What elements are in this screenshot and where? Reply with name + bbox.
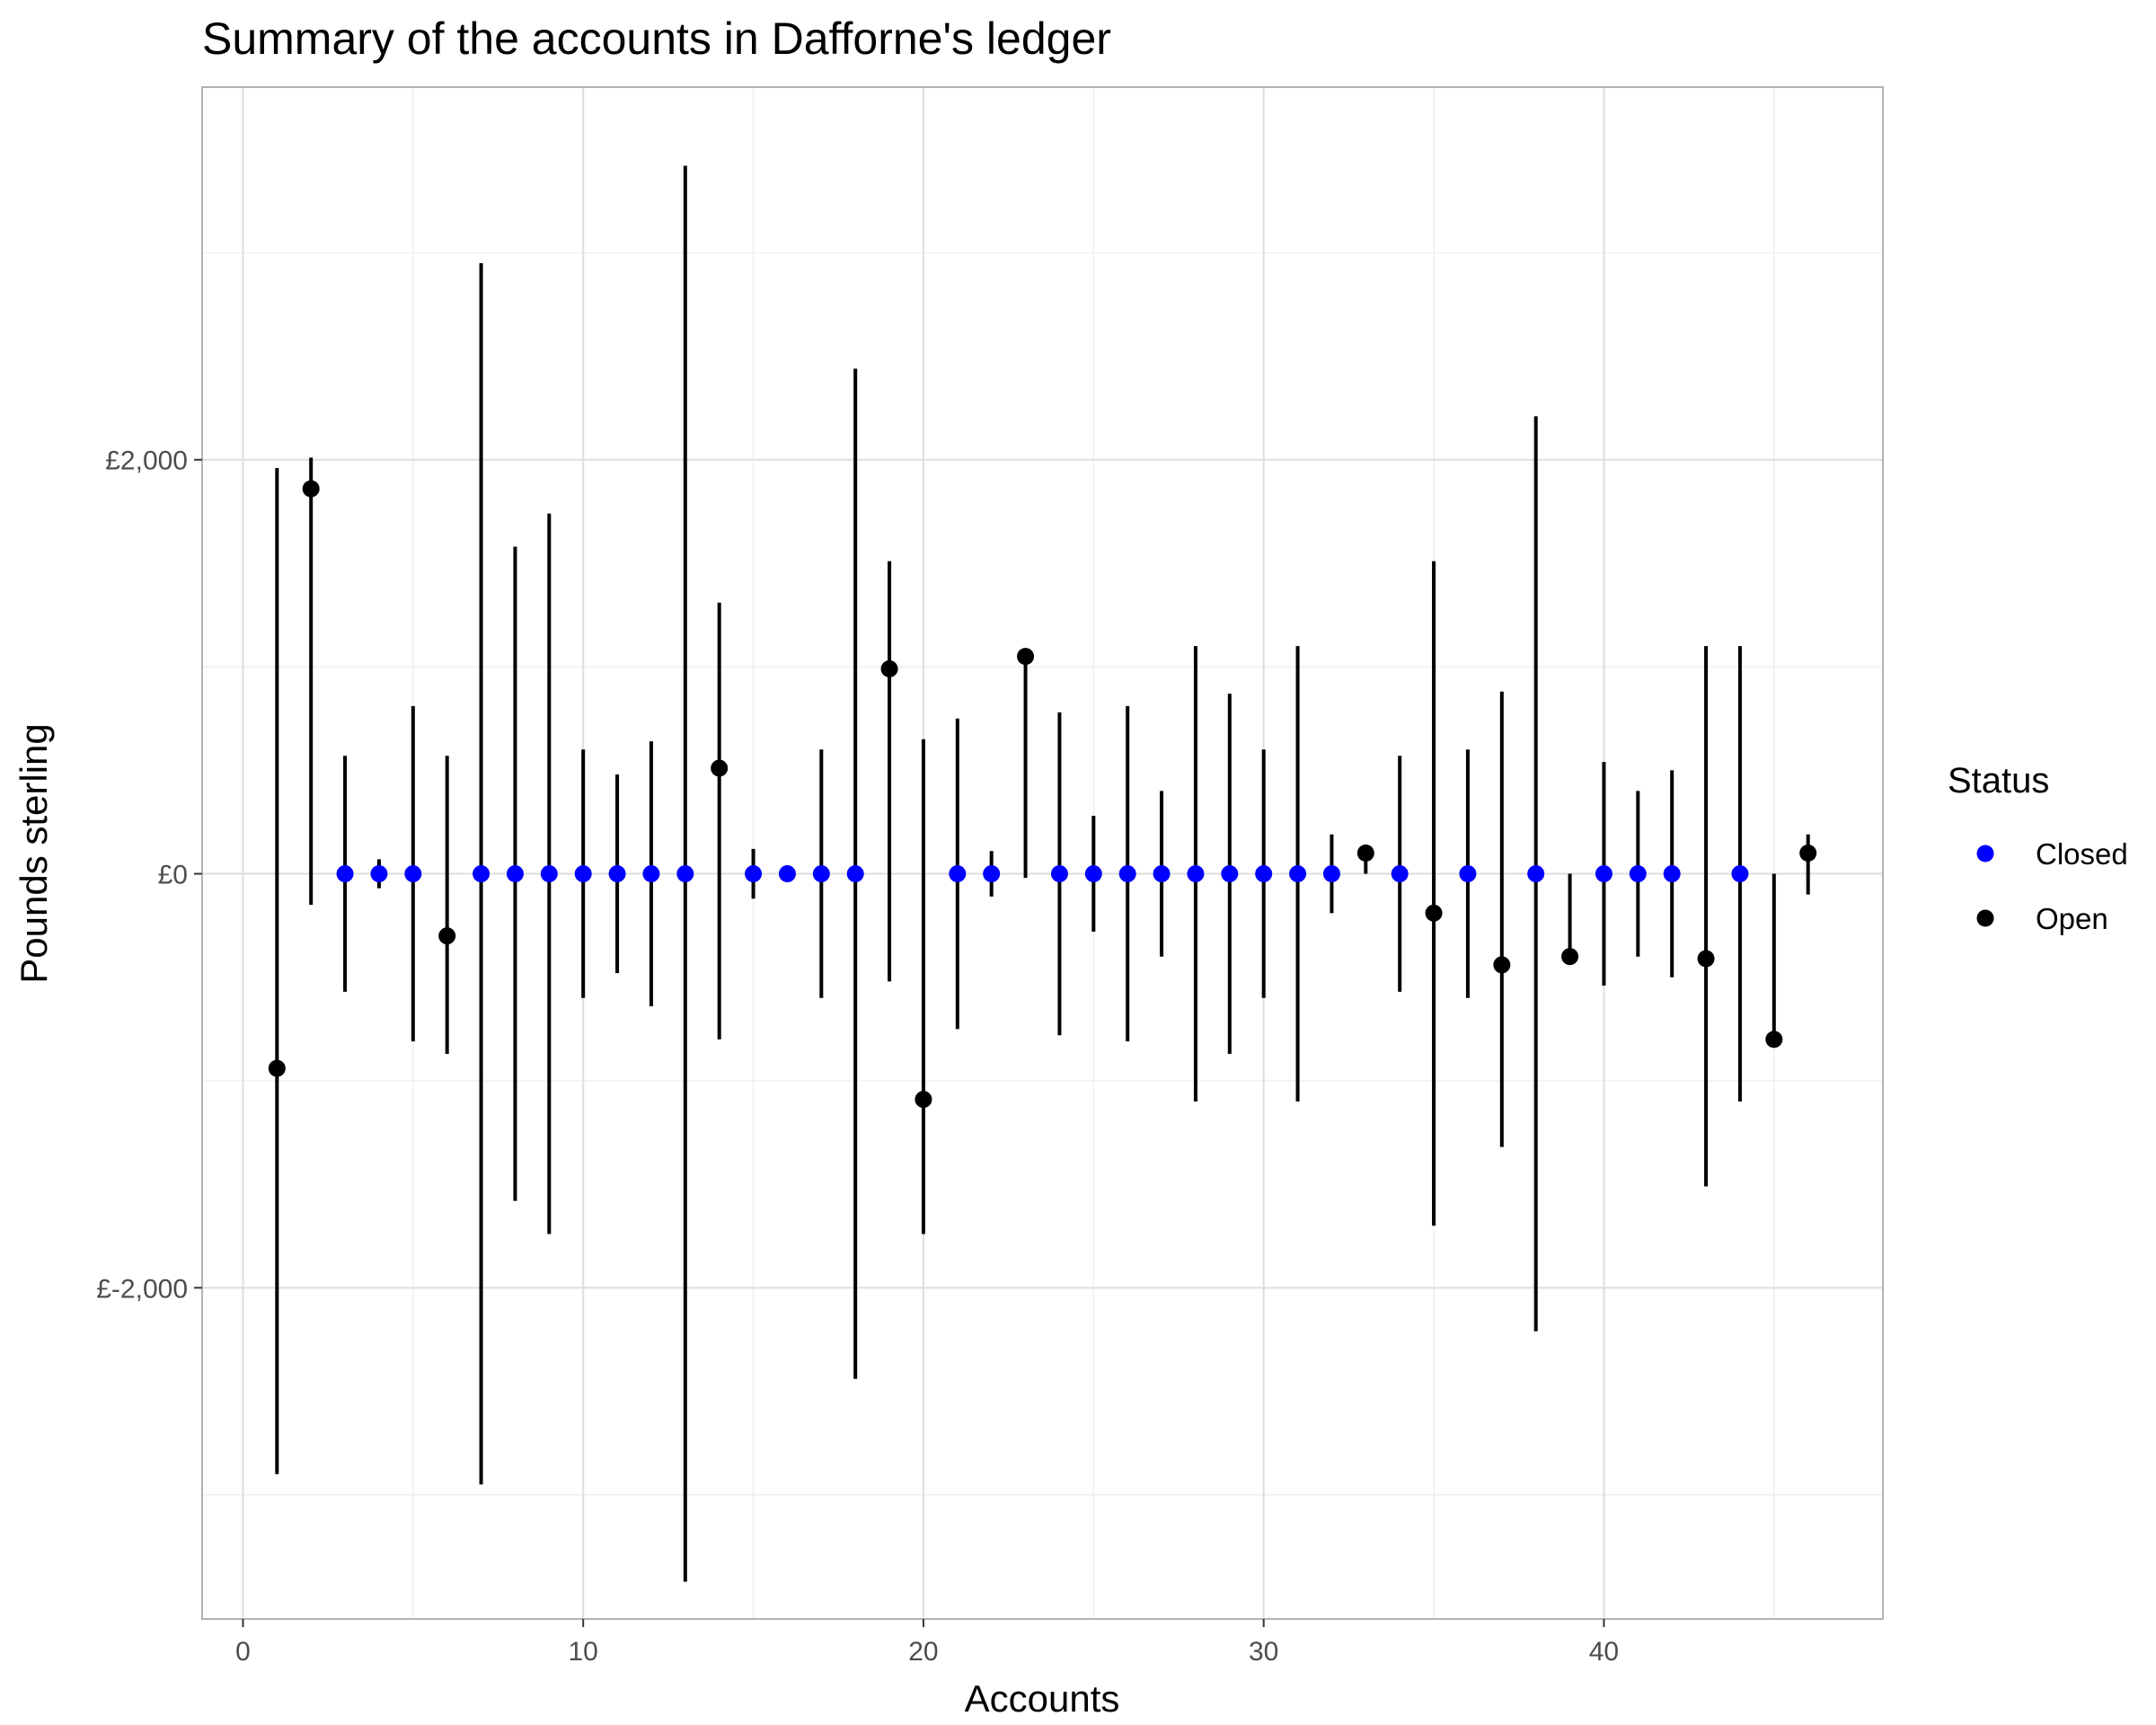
- x-tick-label: 30: [1249, 1637, 1278, 1667]
- data-points: [268, 480, 1817, 1109]
- data-point-closed: [1459, 865, 1477, 883]
- data-point-open: [1561, 948, 1579, 966]
- data-point-closed: [1289, 865, 1307, 883]
- chart-title: Summary of the accounts in Dafforne's le…: [202, 13, 1111, 64]
- data-point-closed: [574, 865, 592, 883]
- data-point-closed: [983, 865, 1001, 883]
- panel-background: [202, 87, 1883, 1619]
- data-point-closed: [949, 865, 967, 883]
- data-point-open: [1799, 845, 1817, 862]
- x-axis-title: Accounts: [965, 1677, 1120, 1720]
- data-point-open: [1493, 956, 1511, 974]
- data-point-closed: [1595, 865, 1613, 883]
- legend-label-closed: Closed: [2036, 837, 2128, 871]
- data-point-open: [880, 659, 898, 677]
- data-point-closed: [1221, 865, 1239, 883]
- data-point-open: [915, 1091, 932, 1109]
- y-axis-title: Pounds sterling: [13, 723, 55, 984]
- data-point-open: [1697, 950, 1715, 968]
- panel-border: [201, 86, 1884, 1620]
- data-point-closed: [812, 865, 830, 883]
- x-tick-label: 20: [908, 1637, 938, 1667]
- data-point-closed: [846, 865, 864, 883]
- data-point-closed: [778, 865, 796, 883]
- legend: Status Closed Open: [1948, 761, 2128, 935]
- x-tick-label: 0: [235, 1637, 251, 1667]
- data-point-closed: [1153, 865, 1171, 883]
- data-point-closed: [540, 865, 558, 883]
- legend-title: Status: [1948, 761, 2049, 801]
- data-point-closed: [1731, 865, 1749, 883]
- data-point-closed: [745, 865, 763, 883]
- data-point-closed: [1322, 865, 1340, 883]
- data-point-open: [268, 1059, 286, 1077]
- legend-key-open: [1976, 909, 1994, 927]
- data-point-open: [711, 759, 729, 777]
- y-tick-label: £-2,000: [96, 1274, 188, 1304]
- data-point-open: [302, 480, 320, 498]
- data-point-closed: [336, 865, 354, 883]
- x-tick-label: 10: [569, 1637, 598, 1667]
- data-point-open: [1017, 648, 1035, 666]
- plot-panel: [201, 86, 1884, 1620]
- data-point-closed: [1663, 865, 1681, 883]
- data-point-open: [1765, 1031, 1783, 1048]
- data-point-closed: [1084, 865, 1102, 883]
- data-point-closed: [1187, 865, 1205, 883]
- data-point-closed: [473, 865, 490, 883]
- legend-key-closed: [1976, 845, 1994, 862]
- data-point-closed: [1391, 865, 1409, 883]
- data-point-closed: [1629, 865, 1647, 883]
- legend-entries: Closed Open: [1976, 837, 2128, 935]
- data-point-closed: [1118, 865, 1136, 883]
- y-tick-label: £2,000: [105, 447, 188, 476]
- data-point-open: [1356, 845, 1374, 862]
- data-point-closed: [1527, 865, 1545, 883]
- x-tick-label: 40: [1589, 1637, 1619, 1667]
- x-axis-ticks: 0 10 20 30 40: [235, 1619, 1619, 1667]
- data-point-open: [438, 927, 456, 945]
- legend-label-open: Open: [2036, 902, 2108, 935]
- data-point-closed: [1050, 865, 1068, 883]
- data-point-closed: [608, 865, 626, 883]
- data-point-closed: [404, 865, 422, 883]
- data-point-closed: [1255, 865, 1273, 883]
- data-point-open: [1425, 904, 1443, 922]
- data-point-closed: [676, 865, 694, 883]
- y-axis-ticks: £-2,000 £0 £2,000: [96, 447, 202, 1304]
- data-point-closed: [642, 865, 660, 883]
- data-point-closed: [370, 865, 388, 883]
- data-point-closed: [506, 865, 524, 883]
- y-tick-label: £0: [158, 861, 188, 890]
